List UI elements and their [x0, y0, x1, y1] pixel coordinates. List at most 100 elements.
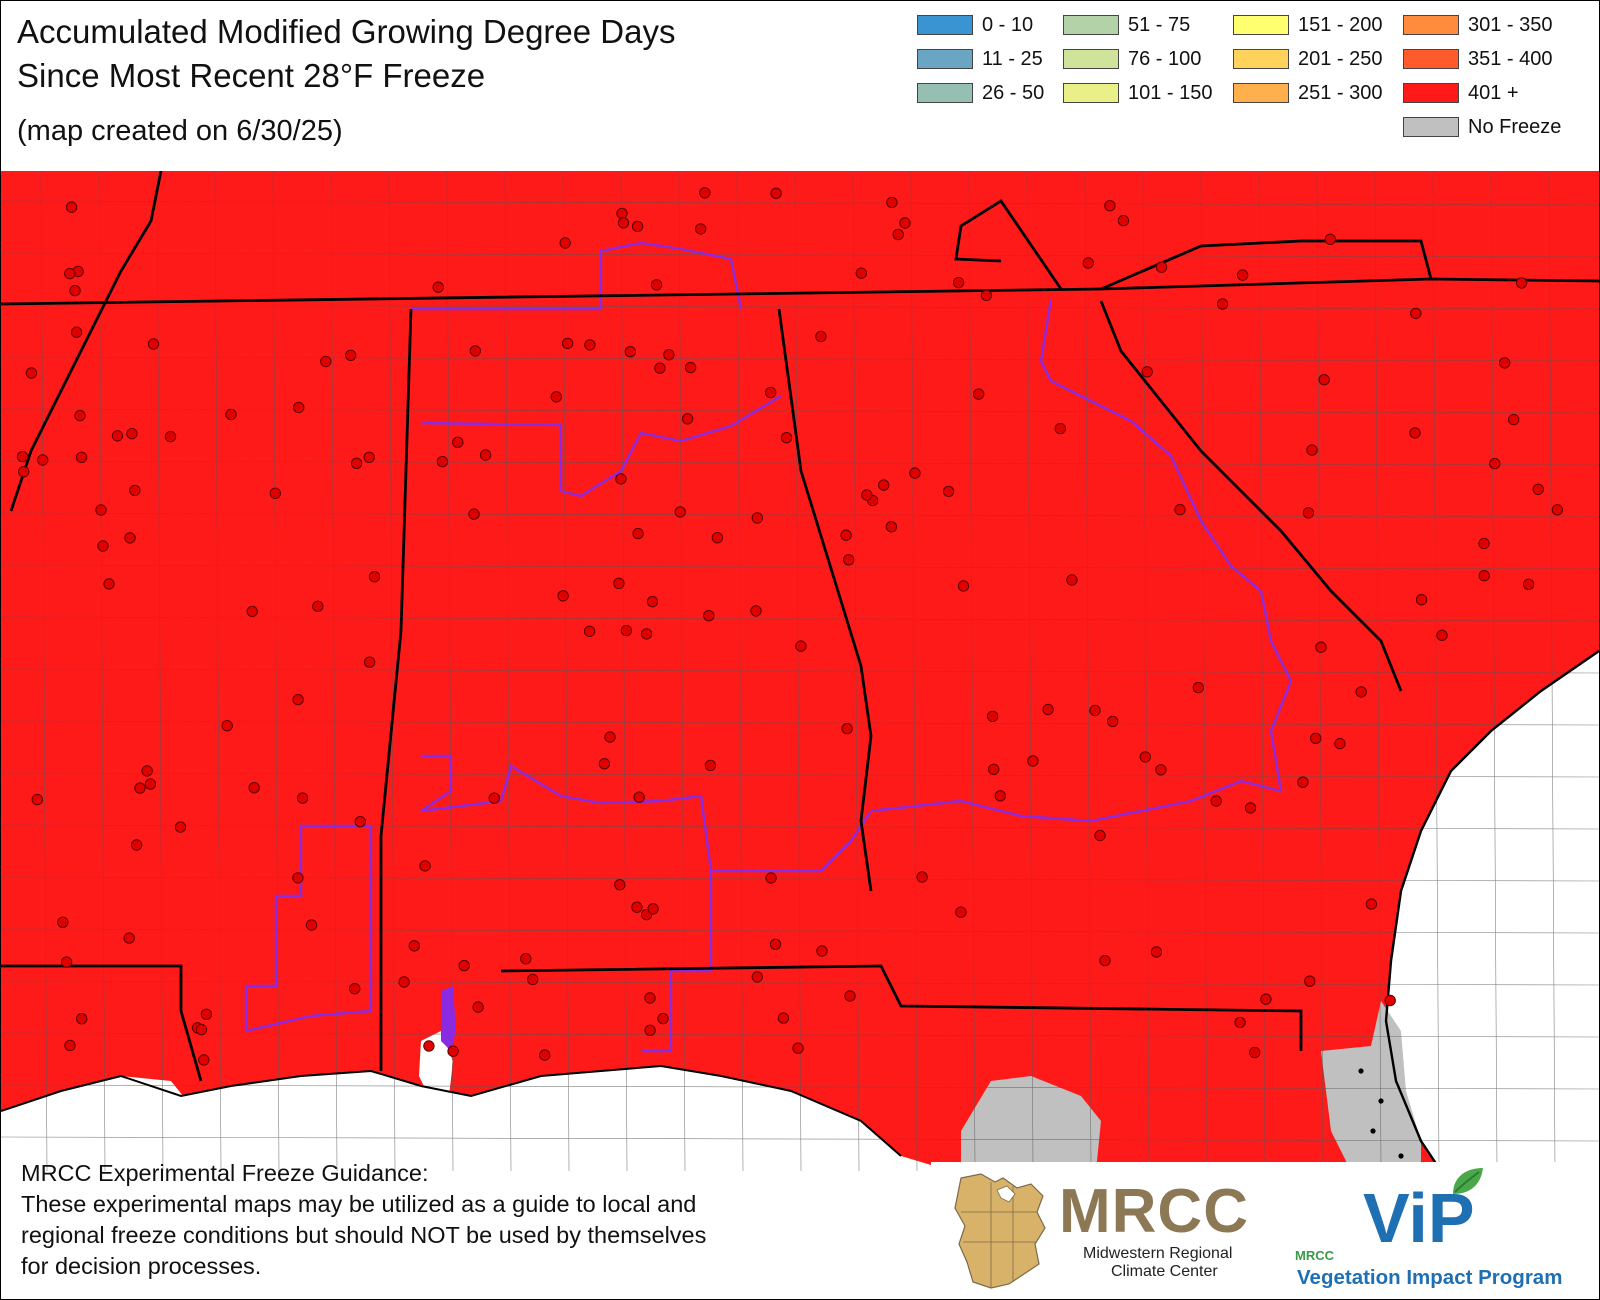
station-dot — [616, 207, 628, 220]
station-dot — [469, 345, 481, 357]
station-dot — [640, 628, 653, 640]
station-dot — [1244, 802, 1257, 814]
station-dot — [1478, 537, 1490, 550]
station-dot — [269, 487, 281, 499]
station-dot — [1365, 898, 1378, 910]
station-dot — [292, 872, 304, 884]
station-dot — [1054, 422, 1067, 435]
legend-swatch — [1233, 83, 1289, 103]
station-dot — [74, 409, 86, 422]
station-dot — [305, 919, 318, 931]
station-dot — [195, 1023, 208, 1036]
legend-swatch — [1063, 83, 1119, 103]
station-dot — [684, 361, 697, 374]
station-dot — [550, 391, 562, 403]
station-dot — [436, 455, 449, 468]
station-dot — [354, 816, 366, 828]
state-boundary — [1, 277, 1599, 306]
station-dot — [1155, 261, 1168, 273]
station-dot — [423, 1040, 435, 1052]
station-dot — [1141, 366, 1153, 378]
station-dot-no-freeze — [1398, 1153, 1404, 1159]
legend-item: 251 - 300 — [1233, 81, 1383, 105]
station-dot — [663, 349, 675, 361]
station-dot — [654, 362, 666, 374]
station-dot — [64, 1039, 76, 1052]
state-borders — [1, 171, 1599, 1171]
state-boundary — [9, 171, 163, 512]
station-dot — [398, 976, 410, 988]
station-dot — [955, 906, 967, 918]
legend-label: 251 - 300 — [1298, 81, 1383, 104]
legend-label: 351 - 400 — [1468, 47, 1553, 70]
station-dot — [624, 346, 636, 358]
legend-item: 11 - 25 — [917, 47, 1043, 71]
gdd-map — [1, 171, 1599, 1171]
leaf-icon — [1453, 1168, 1483, 1194]
station-dot — [1415, 594, 1428, 606]
station-dot — [1174, 503, 1186, 516]
station-dot — [777, 1012, 790, 1024]
station-dot — [111, 430, 124, 442]
legend-label: 0 - 10 — [982, 13, 1034, 36]
station-dot — [952, 276, 965, 289]
station-dot — [583, 625, 596, 637]
station-dot — [644, 1024, 656, 1036]
legend-swatch — [917, 15, 973, 35]
station-dot — [988, 763, 1000, 775]
station-dot — [1150, 946, 1163, 958]
station-dot — [1089, 704, 1101, 717]
station-dot — [69, 284, 81, 297]
station-dot — [916, 871, 928, 883]
station-dot — [614, 879, 626, 891]
gulf-water — [1, 1066, 951, 1171]
station-dot — [598, 758, 611, 770]
station-dot — [1410, 307, 1422, 320]
station-dot — [368, 571, 381, 583]
station-dot — [57, 916, 69, 928]
station-dot — [468, 508, 480, 520]
station-dot — [1384, 994, 1396, 1007]
disclaimer-line: regional freeze conditions but should NO… — [21, 1222, 707, 1248]
station-dot — [296, 792, 309, 804]
station-dot — [1522, 578, 1535, 590]
mrcc-name-line1: Midwestern Regional — [1083, 1245, 1233, 1262]
legend-swatch — [917, 49, 973, 69]
no-freeze-area — [961, 1076, 1101, 1171]
legend-swatch — [1403, 83, 1459, 103]
station-dot — [134, 782, 146, 794]
station-dot — [70, 326, 83, 338]
station-dot — [1409, 427, 1421, 439]
station-dot — [1234, 1016, 1246, 1029]
station-dot — [1139, 751, 1152, 763]
station-dot — [617, 217, 630, 229]
county-borders — [1, 171, 1599, 1171]
cwa-boundary — [411, 241, 743, 311]
cwa-boundary — [420, 394, 782, 498]
station-dot — [1117, 214, 1130, 227]
station-dot — [909, 467, 921, 479]
station-dot — [815, 330, 827, 343]
station-dot — [1318, 374, 1330, 386]
station-dot — [488, 792, 500, 804]
station-dot — [633, 791, 645, 803]
station-dot — [1551, 504, 1564, 516]
stations — [16, 187, 1564, 1159]
station-dot — [479, 449, 492, 461]
county-grid — [1, 171, 1599, 1171]
station-dot — [345, 349, 357, 362]
station-dot — [292, 693, 304, 706]
legend-item: 76 - 100 — [1063, 47, 1201, 71]
legend-item: 351 - 400 — [1403, 47, 1553, 71]
station-dot — [647, 903, 659, 915]
station-dot — [1082, 257, 1095, 269]
state-boundary — [500, 964, 1303, 1051]
station-dot — [320, 355, 332, 368]
station-dot — [1155, 764, 1167, 776]
map-subtitle: (map created on 6/30/25) — [17, 115, 343, 147]
station-dot — [1324, 233, 1337, 246]
station-dot — [632, 527, 644, 540]
map-title-line2: Since Most Recent 28°F Freeze — [17, 57, 486, 94]
station-dot — [1027, 755, 1039, 767]
